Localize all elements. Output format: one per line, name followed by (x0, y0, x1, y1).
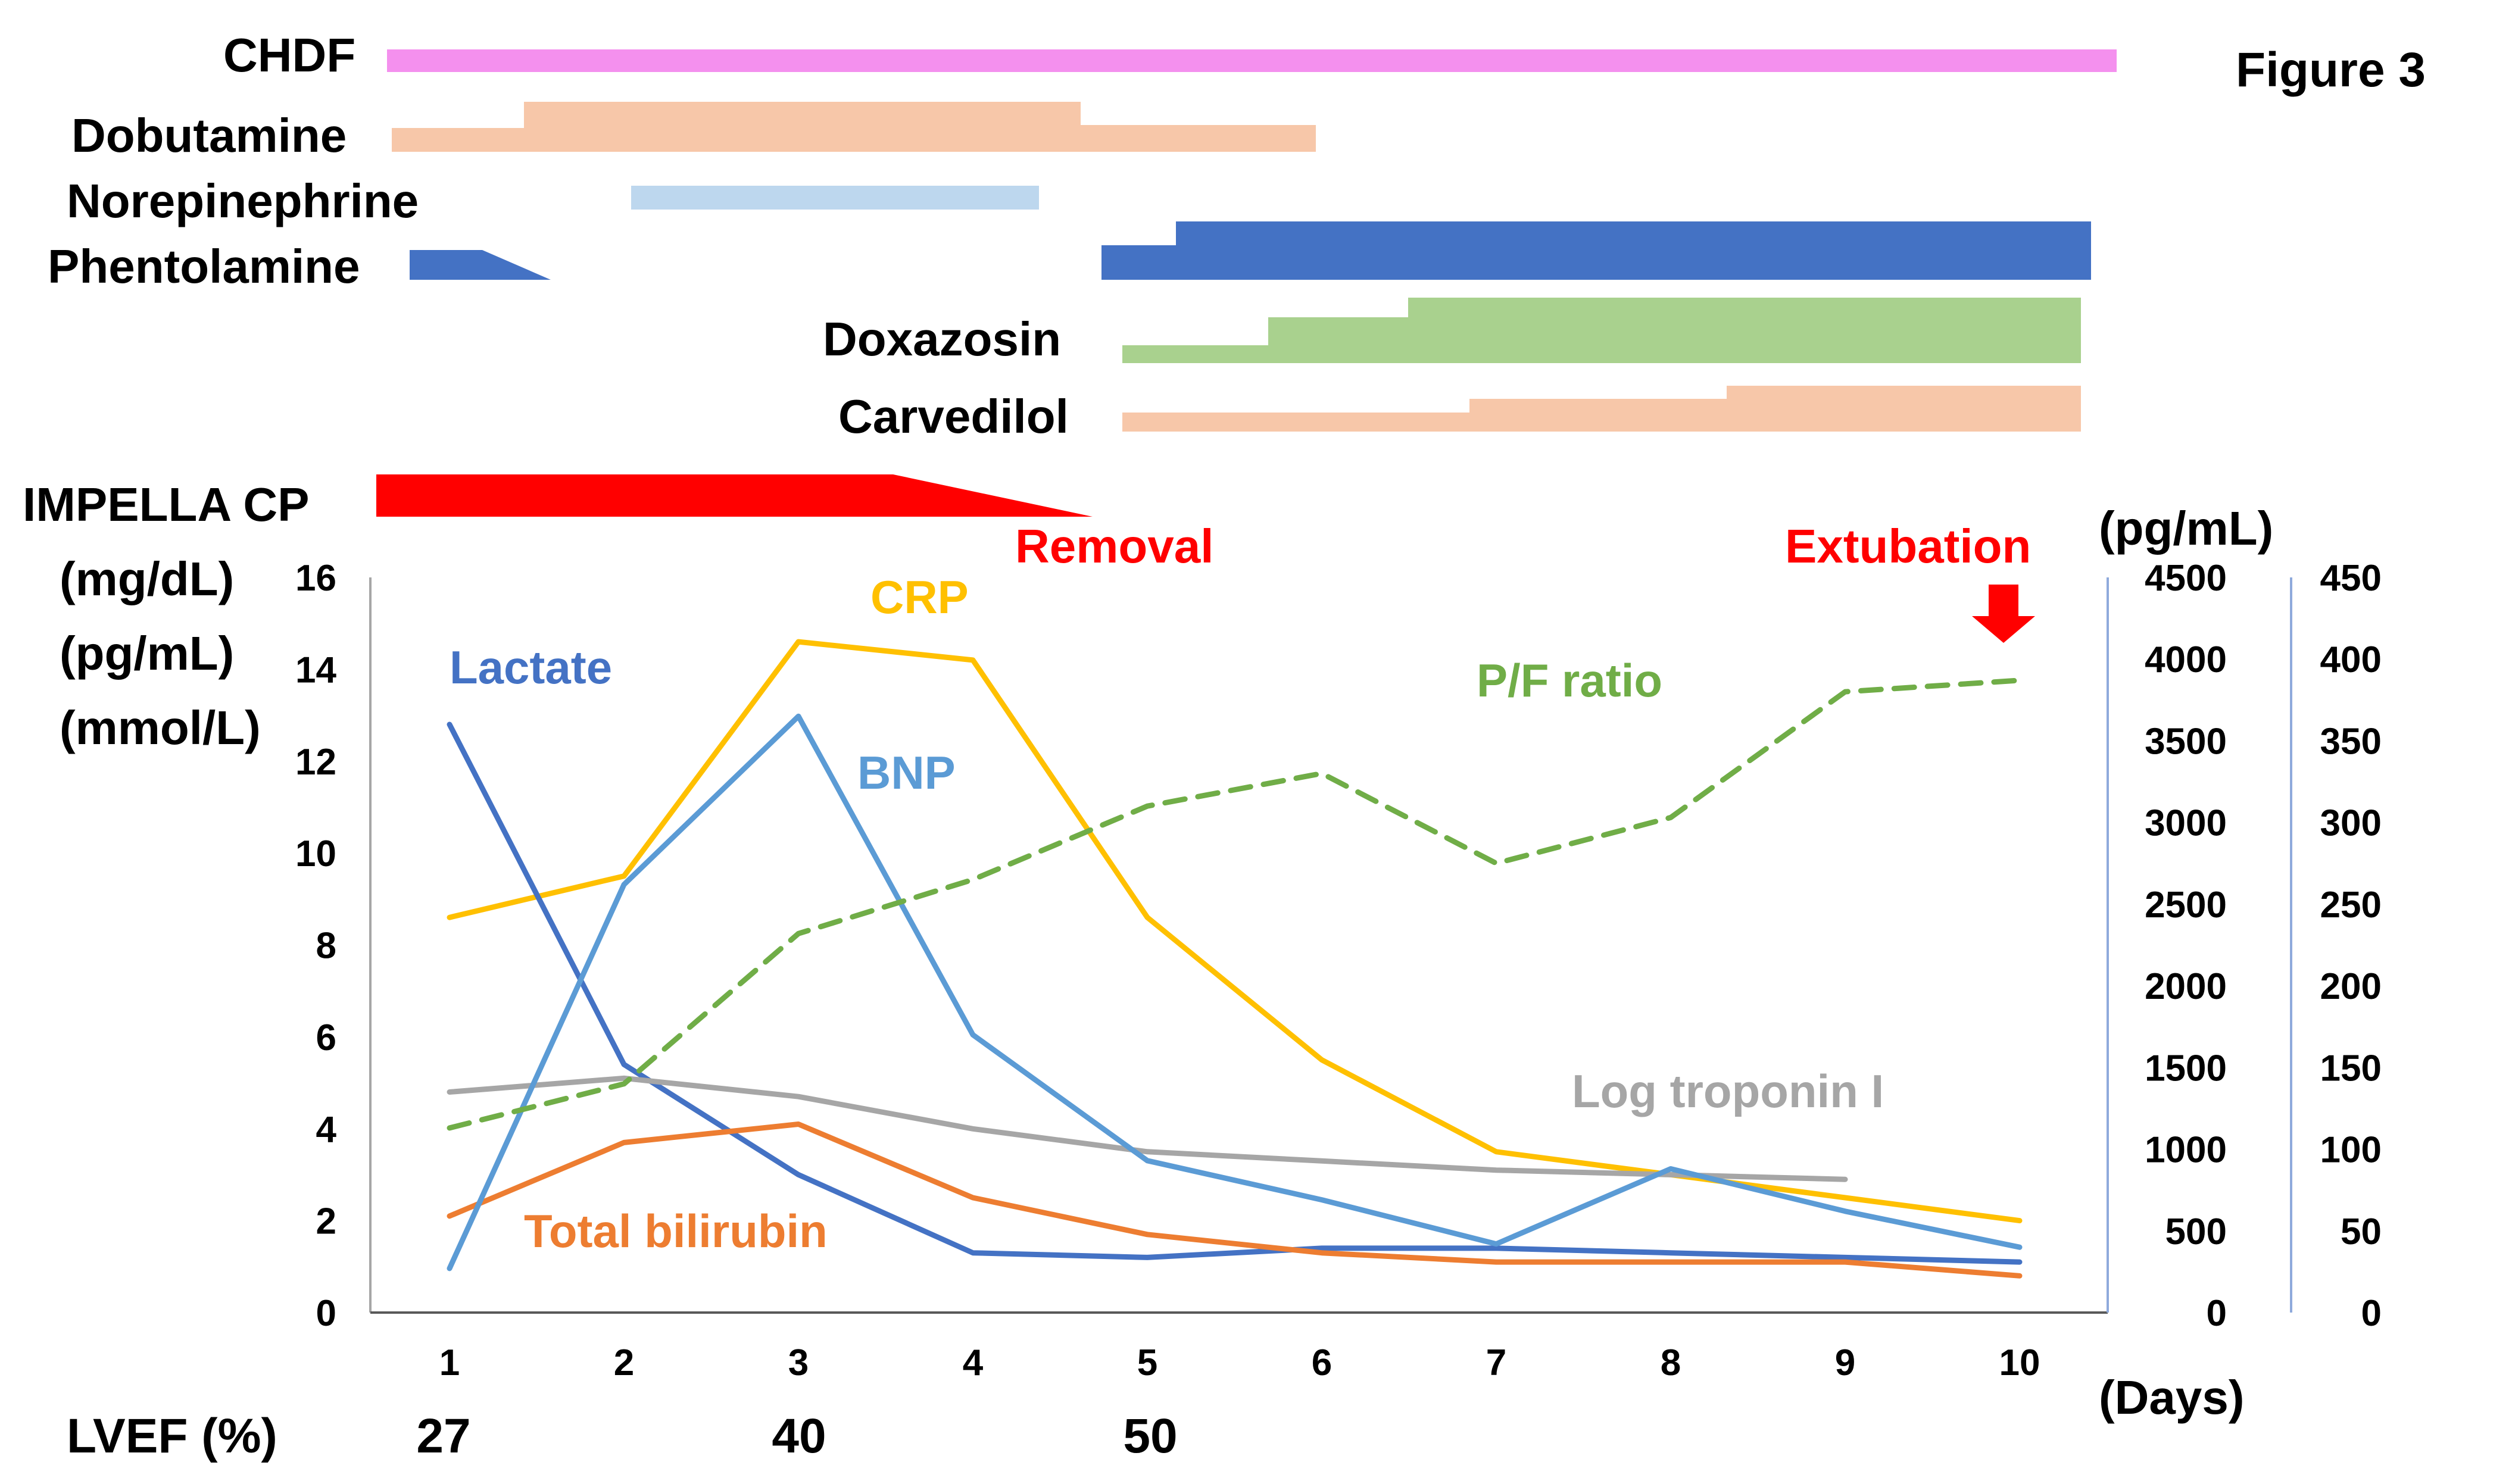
x-tick-4: 4 (963, 1342, 984, 1383)
right-y-2-tick-150: 150 (2320, 1048, 2382, 1089)
lvef-row: LVEF (%) 27 40 50 (67, 1409, 1178, 1463)
right-y-1-tick-2000: 2000 (2145, 966, 2227, 1007)
pf-ratio-series-label: P/F ratio (1477, 654, 1662, 707)
series-labels: CRP Lactate Total bilirubin Log troponin… (450, 571, 1884, 1257)
total-bilirubin-line (447, 1121, 2023, 1279)
crp-line (447, 639, 2023, 1224)
bilirubin-series-label: Total bilirubin (524, 1205, 828, 1257)
lactate-line (447, 721, 2023, 1265)
norepinephrine-bar (631, 186, 1039, 210)
extubation-annotation: Extubation (1785, 520, 2031, 573)
x-tick-8: 8 (1661, 1342, 1681, 1383)
lvef-value-day3: 40 (772, 1409, 826, 1463)
figure-label: Figure 3 (2236, 43, 2426, 97)
norepinephrine-label: Norepinephrine (67, 174, 419, 227)
impella-bar (376, 474, 1093, 517)
lvef-value-day1: 27 (416, 1409, 470, 1463)
right-y-1-tick-500: 500 (2165, 1211, 2227, 1252)
right-y-2-tick-250: 250 (2320, 885, 2382, 926)
lvef-label: LVEF (%) (67, 1409, 277, 1463)
right-y-1-tick-1500: 1500 (2145, 1048, 2227, 1089)
therapy-timeline: CHDF Dobutamine Norepinephrine Phentolam… (23, 29, 2117, 531)
right-y-1-tick-3500: 3500 (2145, 721, 2227, 762)
left-y-tick-12: 12 (295, 742, 336, 783)
left-y-tick-8: 8 (316, 926, 336, 967)
impella-label: IMPELLA CP (23, 478, 309, 531)
right-y-1-tick-3000: 3000 (2145, 803, 2227, 844)
chart-axes (369, 577, 2292, 1314)
dobutamine-bar (392, 102, 1316, 152)
left-y-tick-0: 0 (316, 1293, 336, 1334)
left-y-tick-2: 2 (316, 1201, 336, 1242)
right-y-1-tick-2500: 2500 (2145, 885, 2227, 926)
x-tick-5: 5 (1137, 1342, 1157, 1383)
bnp-series-label: BNP (857, 746, 956, 799)
removal-annotation: Removal (1015, 520, 1213, 573)
right-y-ticks-2: 0 50 100 150 200 250 300 350 400 450 (2320, 558, 2382, 1334)
right-y-2-tick-450: 450 (2320, 558, 2382, 599)
series-layer (447, 639, 2023, 1279)
left-unit-label-3: (mmol/L) (60, 701, 261, 754)
lvef-value-day5: 50 (1123, 1409, 1177, 1463)
x-tick-10: 10 (1999, 1342, 2040, 1383)
left-y-tick-4: 4 (316, 1109, 337, 1150)
extubation-arrow-icon (1972, 585, 2035, 643)
right-y-2-tick-350: 350 (2320, 721, 2382, 762)
phentolamine-label: Phentolamine (48, 240, 360, 293)
x-tick-1: 1 (439, 1342, 460, 1383)
right-y-1-tick-4000: 4000 (2145, 639, 2227, 680)
lactate-series-label: Lactate (450, 641, 612, 693)
left-unit-label-2: (pg/mL) (60, 627, 234, 680)
left-y-tick-6: 6 (316, 1017, 336, 1058)
left-y-ticks: 0 2 4 6 8 10 12 14 16 (295, 558, 336, 1334)
bnp-line (447, 713, 2023, 1271)
troponin-series-label: Log troponin I (1572, 1065, 1884, 1117)
right-y-2-tick-400: 400 (2320, 639, 2382, 680)
left-y-tick-10: 10 (295, 833, 336, 874)
log-troponin-i-line (447, 1075, 1848, 1182)
right-y-2-tick-100: 100 (2320, 1130, 2382, 1171)
p-f-ratio-line (447, 677, 2023, 1131)
left-y-tick-16: 16 (295, 558, 336, 599)
chdf-label: CHDF (223, 29, 355, 82)
doxazosin-label: Doxazosin (823, 313, 1061, 365)
right-y-1-tick-0: 0 (2207, 1293, 2227, 1334)
right-y-2-tick-200: 200 (2320, 966, 2382, 1007)
doxazosin-bar (1122, 298, 2081, 363)
x-tick-9: 9 (1835, 1342, 1855, 1383)
crp-series-label: CRP (870, 571, 969, 623)
left-unit-label-1: (mg/dL) (60, 552, 234, 605)
phentolamine-bar-late (1101, 221, 2091, 280)
x-ticks: 1 2 3 4 5 6 7 8 9 10 (439, 1342, 2040, 1383)
right-y-ticks-1: 0 500 1000 1500 2000 2500 3000 3500 4000 4500 (2145, 558, 2227, 1334)
dobutamine-label: Dobutamine (71, 109, 347, 162)
carvedilol-bar (1122, 386, 2081, 432)
right-y-2-tick-300: 300 (2320, 803, 2382, 844)
left-y-tick-14: 14 (295, 649, 336, 691)
right-y-2-tick-0: 0 (2361, 1293, 2382, 1334)
phentolamine-bar-early (410, 250, 551, 280)
right-y-1-tick-1000: 1000 (2145, 1130, 2227, 1171)
chdf-bar (387, 49, 2117, 72)
x-tick-7: 7 (1486, 1342, 1506, 1383)
x-tick-2: 2 (614, 1342, 634, 1383)
x-tick-6: 6 (1312, 1342, 1332, 1383)
carvedilol-label: Carvedilol (838, 390, 1069, 443)
right-y-2-tick-50: 50 (2341, 1211, 2382, 1252)
x-axis-label: (Days) (2099, 1371, 2245, 1424)
x-tick-3: 3 (788, 1342, 809, 1383)
right-unit-label: (pg/mL) (2099, 502, 2273, 555)
right-y-1-tick-4500: 4500 (2145, 558, 2227, 599)
